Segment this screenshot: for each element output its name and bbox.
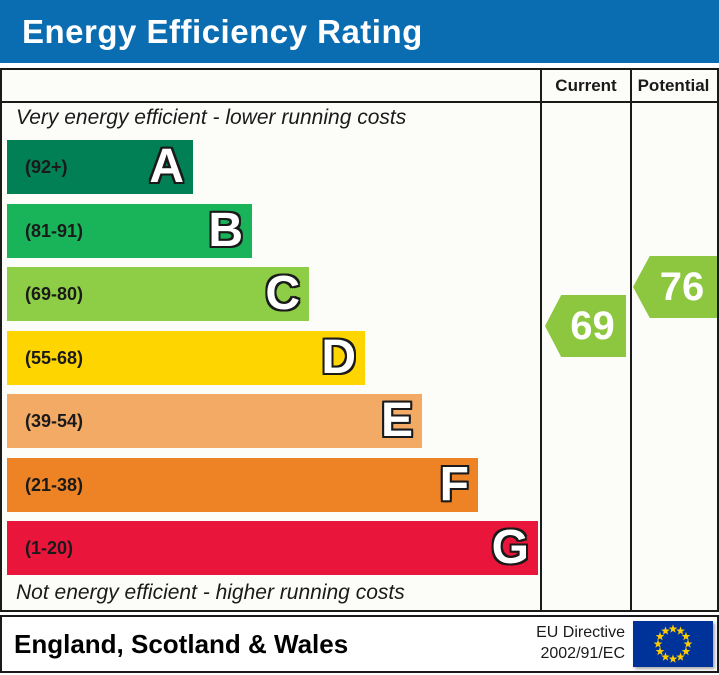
band-e-letter: E [380, 394, 413, 447]
band-d-letter: D [321, 330, 356, 384]
band-f-range: (21-38) [25, 474, 84, 495]
band-g-letter: G [491, 521, 529, 574]
page-title: Energy Efficiency Rating [22, 12, 423, 50]
band-e: (39-54) E [7, 394, 422, 448]
band-d: (55-68) D [7, 330, 365, 385]
band-a-letter: A [149, 140, 184, 193]
current-column-divider [540, 70, 542, 610]
header-row-divider [2, 101, 717, 103]
potential-column-divider [630, 70, 632, 610]
potential-column-header: Potential [637, 75, 710, 95]
band-b: (81-91) B [7, 203, 252, 258]
band-f-letter: F [439, 457, 469, 511]
title-bar: Energy Efficiency Rating [0, 0, 719, 63]
band-d-range: (55-68) [25, 347, 84, 368]
band-b-range: (81-91) [25, 220, 84, 241]
region-label: England, Scotland & Wales [14, 628, 349, 659]
band-a-range: (92+) [25, 157, 68, 177]
top-caption: Very energy efficient - lower running co… [16, 106, 407, 129]
bottom-caption: Not energy efficient - higher running co… [16, 581, 405, 604]
potential-rating-arrow: 76 [633, 256, 717, 318]
eu-directive-line1: EU Directive [536, 624, 625, 641]
footer-bar: England, Scotland & Wales EU Directive 2… [0, 615, 719, 673]
band-f: (21-38) F [7, 457, 478, 512]
rating-chart: Current Potential Very energy efficient … [0, 68, 719, 612]
band-a: (92+) A [7, 140, 193, 194]
current-rating-value: 69 [570, 303, 615, 348]
current-column-header: Current [555, 75, 617, 95]
band-c: (69-80) C [7, 267, 309, 321]
potential-rating-value: 76 [659, 264, 705, 309]
eu-directive-label: EU Directive 2002/91/EC [536, 623, 625, 665]
eu-directive-line2: 2002/91/EC [540, 644, 625, 662]
eu-flag-icon [633, 621, 713, 667]
band-c-range: (69-80) [25, 284, 84, 304]
band-c-letter: C [265, 267, 300, 320]
band-b-letter: B [208, 203, 243, 257]
band-e-range: (39-54) [25, 411, 84, 431]
band-g-range: (1-20) [25, 538, 74, 558]
band-g: (1-20) G [7, 521, 538, 575]
current-rating-arrow: 69 [545, 295, 626, 357]
